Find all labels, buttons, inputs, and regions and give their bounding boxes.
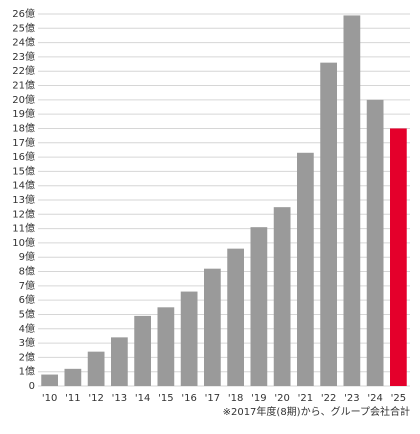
bar bbox=[366, 99, 384, 386]
x-tick-label: '14 bbox=[135, 393, 150, 404]
y-tick-label: 11億 bbox=[12, 222, 35, 235]
y-tick-label: 24億 bbox=[12, 36, 35, 49]
x-tick-label: '21 bbox=[298, 393, 313, 404]
x-tick-label: '17 bbox=[205, 393, 220, 404]
bar bbox=[87, 351, 105, 386]
y-tick-label: 12億 bbox=[12, 207, 35, 220]
bar bbox=[134, 315, 151, 386]
y-tick-label: 3億 bbox=[19, 336, 35, 349]
bar bbox=[180, 291, 198, 386]
bar bbox=[390, 128, 407, 386]
y-tick-label: 21億 bbox=[12, 79, 35, 92]
y-tick-label: 15億 bbox=[12, 164, 35, 177]
y-tick-label: 4億 bbox=[19, 322, 35, 335]
bar bbox=[204, 268, 221, 386]
y-tick-label: 25億 bbox=[12, 21, 35, 34]
x-tick-label: '24 bbox=[367, 393, 382, 404]
y-tick-label: 19億 bbox=[12, 107, 35, 120]
y-tick-label: 16億 bbox=[12, 150, 35, 163]
bar bbox=[111, 337, 128, 386]
x-tick-label: '15 bbox=[158, 393, 173, 404]
y-tick-label: 17億 bbox=[12, 136, 35, 149]
y-tick-label: 0 bbox=[29, 381, 35, 392]
y-tick-label: 1億 bbox=[19, 365, 35, 378]
x-tick-label: '13 bbox=[112, 393, 127, 404]
x-tick-label: '25 bbox=[391, 393, 406, 404]
bar bbox=[273, 207, 291, 386]
x-tick-label: '16 bbox=[181, 393, 196, 404]
bar bbox=[227, 248, 244, 386]
y-tick-label: 13億 bbox=[12, 193, 35, 206]
bar bbox=[343, 15, 361, 387]
footnote: ※2017年度(8期)から、グループ会社合計 bbox=[223, 405, 410, 418]
x-tick-label: '19 bbox=[251, 393, 266, 404]
bar bbox=[250, 227, 268, 386]
y-tick-label: 10億 bbox=[12, 236, 35, 249]
bar bbox=[41, 374, 58, 386]
bar bbox=[157, 307, 175, 386]
bar bbox=[64, 368, 82, 386]
x-tick-label: '23 bbox=[344, 393, 359, 404]
x-tick-label: '11 bbox=[65, 393, 80, 404]
y-tick-label: 5億 bbox=[19, 307, 35, 320]
y-tick-label: 14億 bbox=[12, 179, 35, 192]
x-tick-label: '12 bbox=[88, 393, 103, 404]
y-tick-label: 6億 bbox=[19, 293, 35, 306]
x-tick-label: '10 bbox=[42, 393, 57, 404]
x-tick-label: '18 bbox=[228, 393, 243, 404]
y-tick-label: 18億 bbox=[12, 121, 35, 134]
y-tick-label: 22億 bbox=[12, 64, 35, 77]
y-tick-label: 2億 bbox=[19, 350, 35, 363]
y-tick-label: 26億 bbox=[12, 7, 35, 20]
y-tick-label: 9億 bbox=[19, 250, 35, 263]
y-tick-label: 23億 bbox=[12, 50, 35, 63]
bar bbox=[320, 62, 337, 387]
y-tick-label: 7億 bbox=[19, 279, 35, 292]
y-tick-label: 8億 bbox=[19, 265, 35, 278]
x-tick-label: '22 bbox=[321, 393, 336, 404]
bar bbox=[297, 152, 314, 386]
y-tick-label: 20億 bbox=[12, 93, 35, 106]
x-tick-label: '20 bbox=[274, 393, 289, 404]
